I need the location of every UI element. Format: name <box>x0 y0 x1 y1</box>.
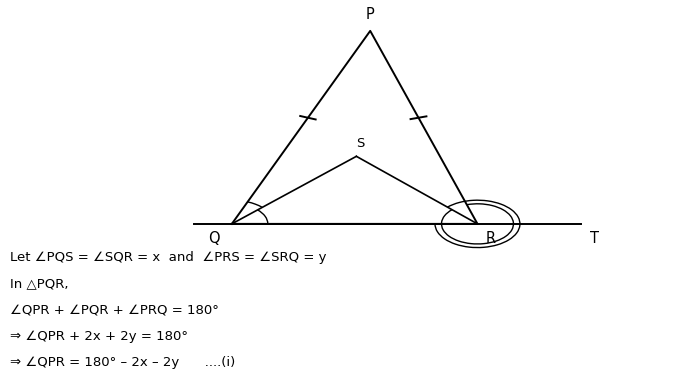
Text: ∠QPR + ∠PQR + ∠PRQ = 180°: ∠QPR + ∠PQR + ∠PRQ = 180° <box>10 303 219 317</box>
Text: R: R <box>486 231 496 246</box>
Text: P: P <box>366 7 374 22</box>
Text: S: S <box>356 137 364 150</box>
Text: ⇒ ∠QPR = 180° – 2x – 2y      ....(i): ⇒ ∠QPR = 180° – 2x – 2y ....(i) <box>10 356 236 369</box>
Text: Let ∠PQS = ∠SQR = x  and  ∠PRS = ∠SRQ = y: Let ∠PQS = ∠SQR = x and ∠PRS = ∠SRQ = y <box>10 251 327 264</box>
Text: In △PQR,: In △PQR, <box>10 277 69 290</box>
Text: ⇒ ∠QPR + 2x + 2y = 180°: ⇒ ∠QPR + 2x + 2y = 180° <box>10 330 188 343</box>
Text: Q: Q <box>208 231 219 246</box>
Text: T: T <box>590 231 599 246</box>
